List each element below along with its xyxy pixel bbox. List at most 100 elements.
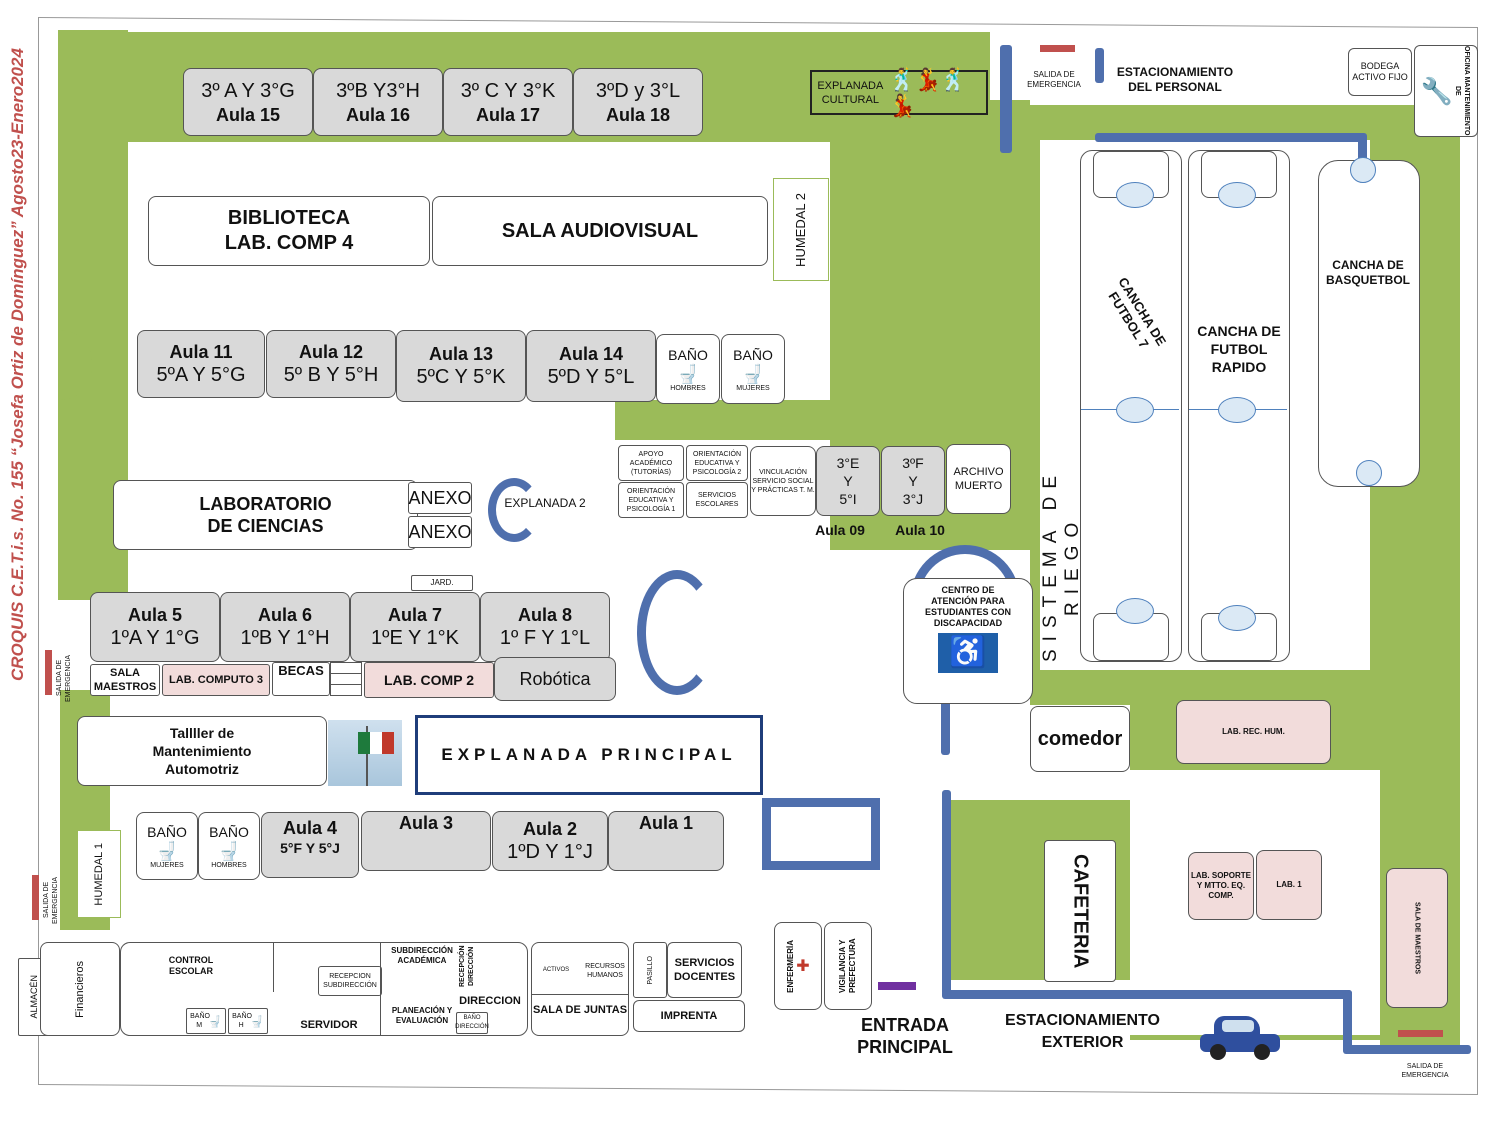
bano-label: BAÑO	[209, 823, 249, 840]
humedal-1-label: HUMEDAL 1	[93, 842, 105, 906]
lab-computo-3[interactable]: LAB. COMPUTO 3	[162, 664, 270, 696]
mujeres-label: MUJERES	[150, 861, 184, 869]
sala-maestros-left[interactable]: SALA MAESTROS	[90, 664, 160, 696]
bano-direccion[interactable]: BAÑO DIRECCIÓN	[455, 1012, 489, 1034]
bano-label: BAÑO	[147, 823, 187, 840]
activos-rh-juntas[interactable]: SALA DE JUNTAS	[531, 942, 629, 1036]
centro-atencion-discapacidad[interactable]: CENTRO DE ATENCIÓN PARA ESTUDIANTES CON …	[903, 578, 1033, 704]
lab-comp-2[interactable]: LAB. COMP 2	[364, 662, 494, 698]
aula-10[interactable]: 3ºF Y 3°J	[881, 446, 945, 516]
sala-audiovisual[interactable]: SALA AUDIOVISUAL	[432, 196, 768, 266]
recursos-humanos-label: RECURSOS HUMANOS	[585, 963, 625, 979]
lab-1[interactable]: LAB. 1	[1256, 850, 1322, 920]
bano-mujeres-bottom[interactable]: BAÑO 🚽 MUJERES	[136, 812, 198, 880]
apoyo-academico[interactable]: APOYO ACADÉMICO (TUTORÍAS)	[618, 445, 684, 481]
aula-label: Aula 2	[522, 818, 578, 839]
first-aid-icon: ✚	[796, 958, 810, 975]
bano-mujeres-top[interactable]: BAÑO 🚽 MUJERES	[721, 334, 785, 404]
explanada-principal[interactable]: EXPLANADA PRINCIPAL	[415, 715, 763, 795]
sala-maestros-right[interactable]: SALA DE MAESTROS	[1386, 868, 1448, 1008]
lab-computo-3-label: LAB. COMPUTO 3	[169, 674, 263, 686]
aula-14[interactable]: Aula 14 5ºD Y 5°L	[526, 330, 656, 402]
aula-6[interactable]: Aula 6 1ºB Y 1°H	[220, 592, 350, 662]
orientacion-1[interactable]: ORIENTACIÓN EDUCATIVA Y PSICOLOGÍA 1	[618, 482, 684, 518]
vinculacion[interactable]: VINCULACIÓN SERVICIO SOCIAL Y PRÁCTICAS …	[750, 446, 816, 516]
oficina-mantenimiento[interactable]: 🔧 OFICINA MANTENIMIENTO DE	[1414, 45, 1478, 137]
lab-soporte[interactable]: LAB. SOPORTE Y MTTO. EQ. COMP.	[1188, 852, 1254, 920]
aula-12[interactable]: Aula 12 5º B Y 5°H	[266, 330, 396, 398]
laboratorio-ciencias[interactable]: LABORATORIO DE CIENCIAS	[113, 480, 418, 550]
aula-grades: Y	[908, 473, 918, 489]
orientacion-1-label: ORIENTACIÓN EDUCATIVA Y PSICOLOGÍA 1	[626, 487, 676, 513]
bano-h-admin[interactable]: BAÑO H 🚽	[228, 1008, 268, 1034]
robotica[interactable]: Robótica	[494, 657, 616, 701]
aula-label: Aula 8	[517, 604, 573, 625]
humedal-2[interactable]: HUMEDAL 2	[773, 178, 829, 281]
aula-grades: 5°I	[839, 491, 857, 507]
anexo-1[interactable]: ANEXO	[408, 482, 472, 514]
bano-hombres-top[interactable]: BAÑO 🚽 HOMBRES	[656, 334, 720, 404]
financieros[interactable]: Financieros	[40, 942, 120, 1036]
biblioteca[interactable]: BIBLIOTECA LAB. COMP 4	[148, 196, 430, 266]
comedor[interactable]: comedor	[1030, 706, 1130, 772]
vigilancia-prefectura[interactable]: VIGILANCIA Y PREFECTURA	[824, 922, 872, 1010]
aula-11[interactable]: Aula 11 5ºA Y 5°G	[137, 330, 265, 398]
pasillo[interactable]: PASILLO	[633, 942, 667, 998]
becas-stairs	[330, 662, 362, 696]
aula-1[interactable]: Aula 1	[608, 811, 724, 871]
sala-maestros-label: SALA MAESTROS	[93, 667, 157, 693]
aula-2[interactable]: Aula 2 1ºD Y 1°J	[492, 811, 608, 871]
orientacion-2[interactable]: ORIENTACIÓN EDUCATIVA Y PSICOLOGÍA 2	[686, 445, 748, 481]
bano-m-admin[interactable]: BAÑO M 🚽	[186, 1008, 226, 1034]
aula-label: Aula 3	[398, 813, 454, 833]
aula-7[interactable]: Aula 7 1ºE Y 1°K	[350, 592, 480, 662]
toilet-icon: 🚽	[676, 363, 700, 384]
bano-hombres-bottom[interactable]: BAÑO 🚽 HOMBRES	[198, 812, 260, 880]
aula-8[interactable]: Aula 8 1º F Y 1°L	[480, 592, 610, 662]
aula-grades: 1º F Y 1°L	[499, 626, 591, 649]
aula-label: Aula 7	[387, 604, 443, 625]
aula-grades: 3º C Y 3°K	[460, 79, 556, 102]
bodega-activo-fijo[interactable]: BODEGA ACTIVO FIJO	[1348, 48, 1412, 96]
walkway-entrance	[942, 790, 951, 995]
aula-4[interactable]: Aula 4 5°F Y 5°J	[261, 812, 359, 878]
aula-09[interactable]: 3°E Y 5°I	[816, 446, 880, 516]
aula-grades: Y	[843, 473, 853, 489]
taller-mantenimiento[interactable]: Tallller de Mantenimiento Automotriz	[77, 716, 327, 786]
walkway-exit	[1343, 1045, 1471, 1054]
lab-rec-hum[interactable]: LAB. REC. HUM.	[1176, 700, 1331, 764]
flag-pole	[366, 726, 368, 786]
enfermeria-label: ENFERMERÍA	[786, 939, 796, 993]
aula-16[interactable]: 3ºB Y3°H Aula 16	[313, 68, 443, 136]
aula-15[interactable]: 3º A Y 3°G Aula 15	[183, 68, 313, 136]
lab-comp-2-label: LAB. COMP 2	[384, 672, 474, 688]
emergency-exit-top-label: SALIDA DE EMERGENCIA	[1027, 70, 1081, 89]
humedal-1[interactable]: HUMEDAL 1	[77, 830, 121, 918]
aula-3[interactable]: Aula 3	[361, 811, 491, 871]
car-window	[1222, 1020, 1254, 1032]
servicios-docentes[interactable]: SERVICIOS DOCENTES	[667, 942, 742, 998]
centro-atencion-label: CENTRO DE ATENCIÓN PARA ESTUDIANTES CON …	[924, 585, 1011, 628]
imprenta[interactable]: IMPRENTA	[633, 1000, 745, 1032]
explanada-cultural[interactable]: EXPLANADA CULTURAL 🕺💃🕺💃	[810, 67, 988, 118]
aula-label: Aula 6	[257, 604, 313, 625]
aula-18[interactable]: 3ºD y 3°L Aula 18	[573, 68, 703, 136]
flag-icon	[358, 732, 394, 754]
becas[interactable]: BECAS	[272, 662, 330, 696]
recepcion-subdireccion[interactable]: RECEPCION SUBDIRECCIÓN	[318, 966, 382, 996]
lab-soporte-label: LAB. SOPORTE Y MTTO. EQ. COMP.	[1190, 871, 1251, 900]
humedal-2-label: HUMEDAL 2	[793, 192, 808, 267]
anexo-2[interactable]: ANEXO	[408, 516, 472, 548]
cancha-basquetbol[interactable]	[1318, 160, 1420, 487]
aula-grades: 3ºD y 3°L	[595, 79, 681, 102]
aula-13[interactable]: Aula 13 5ºC Y 5°K	[396, 330, 526, 402]
aula-5[interactable]: Aula 5 1ºA Y 1°G	[90, 592, 220, 662]
orientacion-2-label: ORIENTACIÓN EDUCATIVA Y PSICOLOGÍA 2	[692, 450, 742, 476]
archivo-muerto[interactable]: ARCHIVO MUERTO	[946, 444, 1011, 514]
enfermeria[interactable]: ENFERMERÍA ✚	[774, 922, 822, 1010]
cafeteria[interactable]: CAFETERIA	[1044, 840, 1116, 982]
servicios-escolares[interactable]: SERVICIOS ESCOLARES	[686, 482, 748, 518]
aula-label: Aula 5	[127, 604, 183, 625]
oficina-label: OFICINA MANTENIMIENTO DE	[1454, 46, 1471, 136]
aula-17[interactable]: 3º C Y 3°K Aula 17	[443, 68, 573, 136]
